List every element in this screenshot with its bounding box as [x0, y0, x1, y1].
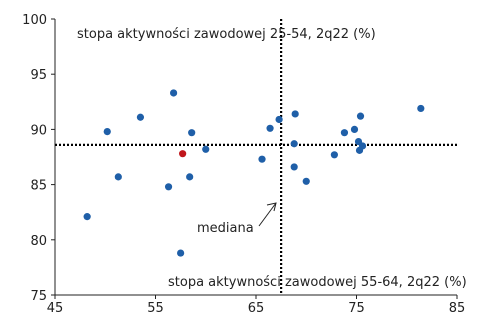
data-point [103, 128, 111, 136]
data-point [83, 213, 91, 221]
data-point [136, 113, 145, 121]
y-tick-label: 95 [30, 68, 47, 83]
data-point [169, 89, 178, 97]
y-tick-label: 75 [30, 289, 47, 304]
y-tick-label: 100 [22, 13, 47, 28]
x-tick-label: 75 [348, 301, 365, 316]
data-point [186, 173, 194, 181]
data-point [417, 104, 425, 113]
x-tick-label: 85 [449, 301, 466, 316]
median-arrow-head [266, 202, 277, 212]
data-point [164, 183, 173, 191]
data-point [302, 177, 310, 185]
median-annotation: mediana [197, 221, 254, 236]
axes [51, 18, 458, 299]
data-point [188, 129, 196, 137]
x-tick-label: 55 [147, 301, 164, 316]
data-point [177, 249, 185, 257]
x-axis-annotation: stopa aktywności zawodowej 55-64, 2q22 (… [168, 275, 467, 290]
data-point [202, 145, 210, 153]
data-point [266, 124, 274, 132]
data-point [356, 112, 365, 120]
data-point [290, 163, 298, 171]
data-point [291, 110, 299, 118]
data-point [330, 151, 338, 159]
annotations: stopa aktywności zawodowej 25-54, 2q22 (… [77, 27, 467, 290]
data-point [358, 142, 367, 150]
median-lines [55, 19, 457, 295]
median-arrow-line [258, 202, 277, 227]
y-tick-label: 85 [30, 179, 47, 194]
data-point [340, 129, 349, 137]
data-points [83, 89, 425, 257]
x-tick-label: 45 [47, 301, 64, 316]
y-tick-label: 80 [30, 234, 47, 249]
data-point [275, 115, 283, 124]
x-tick-label: 65 [248, 301, 265, 316]
data-point [350, 125, 359, 133]
y-axis-annotation: stopa aktywności zawodowej 25-54, 2q22 (… [77, 27, 376, 42]
highlighted-data-point [179, 150, 187, 158]
data-point [114, 173, 122, 181]
y-tick-label: 90 [30, 123, 47, 138]
data-point [290, 140, 298, 148]
data-point [258, 155, 266, 163]
tick-labels: 45 55 65 75 85 75 80 85 90 95 100 [22, 13, 465, 316]
